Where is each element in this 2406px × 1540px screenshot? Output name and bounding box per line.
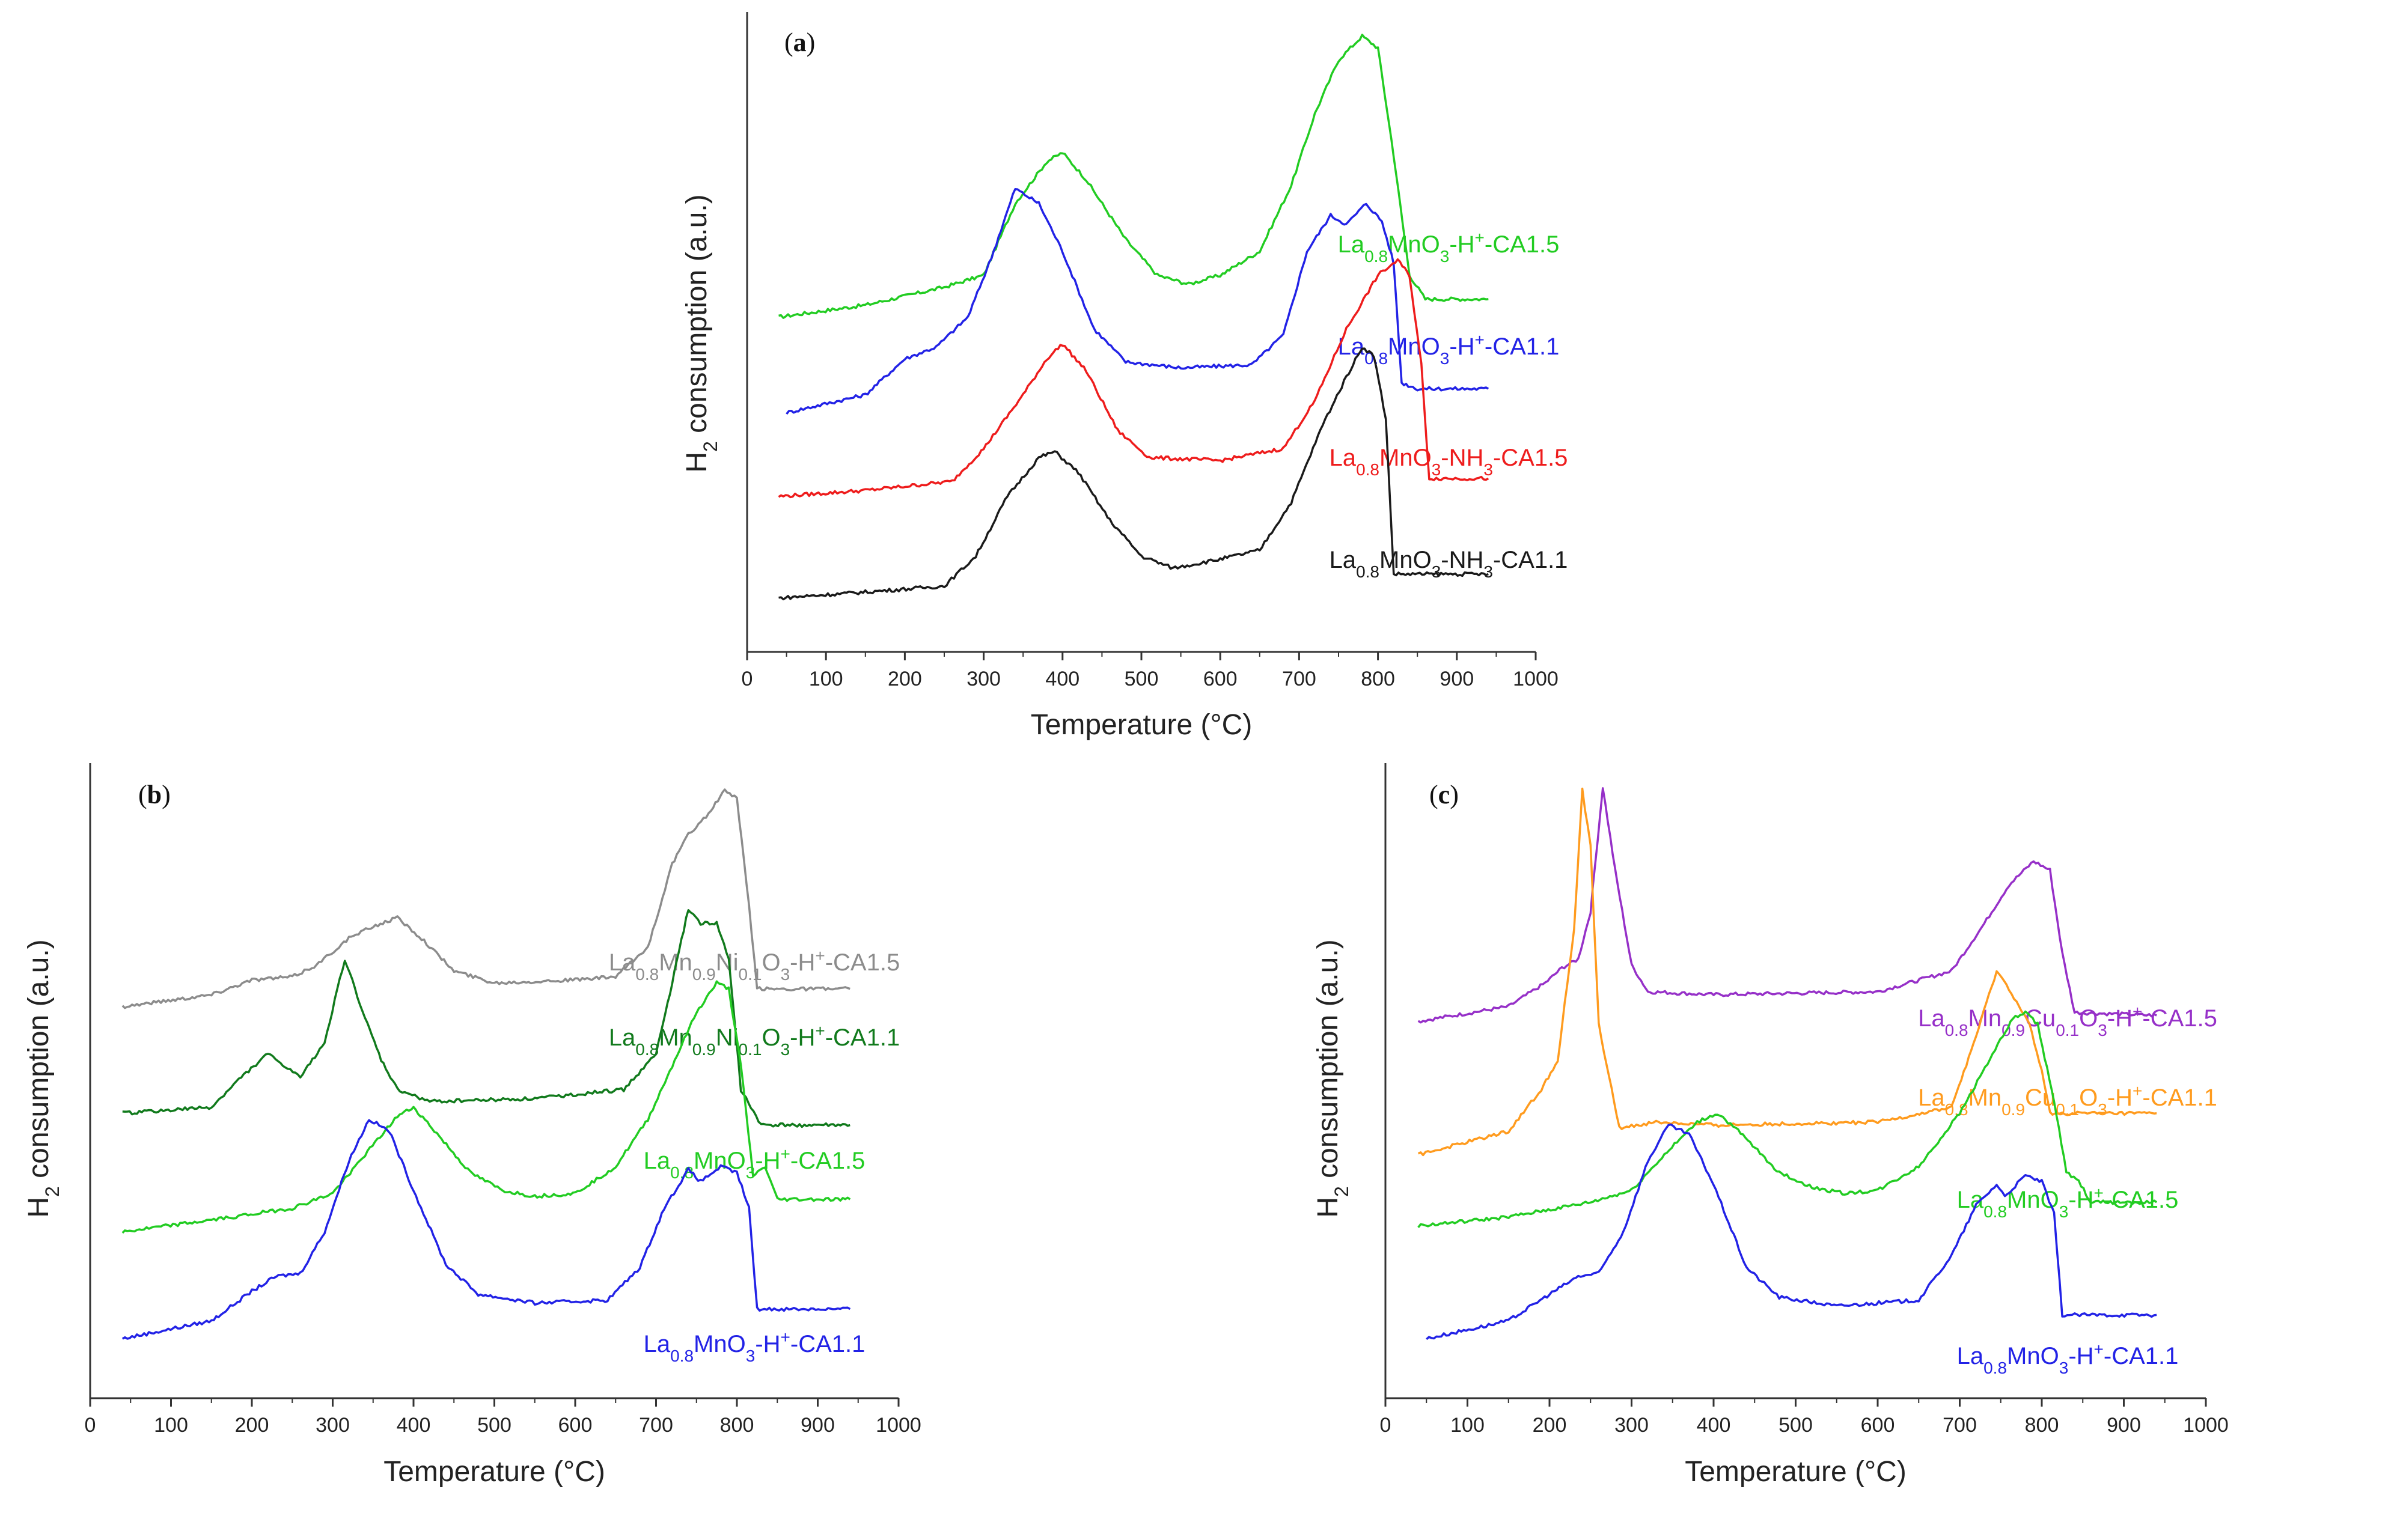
x-tick-label: 400 — [397, 1414, 431, 1437]
series-line-la0-8mno3-nh3-ca1-1 — [778, 347, 1489, 601]
x-tick-label: 300 — [1614, 1414, 1649, 1437]
x-tick-label: 300 — [316, 1414, 350, 1437]
panel-c: 0 100 200 300 400 500 600 700 800 900 1000 Temperat… — [1312, 763, 2229, 1488]
panel-b: 0 100 200 300 400 500 600 700 800 900 1000 Temperat… — [23, 763, 921, 1488]
legend-label: La0.8MnO3-H+-CA1.5 — [644, 1145, 866, 1182]
x-tick-label: 500 — [1779, 1414, 1813, 1437]
panel-a: 0 100 200 300 400 500 600 700 800 900 1000 Temperat… — [681, 12, 1568, 741]
x-tick-label: 0 — [742, 668, 753, 690]
series-line-la0-8mno3-h-ca1-1 — [786, 187, 1489, 415]
y-axis-title: H2 consumption (a.u.) — [23, 939, 63, 1217]
panel-label: (c) — [1429, 780, 1459, 809]
x-axis-title: Temperature (°C) — [383, 1456, 605, 1488]
x-tick-label: 0 — [85, 1414, 96, 1437]
series-line-la0-8mno3-h-ca1-5 — [1417, 1010, 2158, 1228]
x-tick-label: 600 — [1861, 1414, 1895, 1437]
x-tick-label: 800 — [1361, 668, 1395, 690]
legend-label: La0.8MnO3-H+-CA1.5 — [1338, 228, 1560, 266]
x-tick-label: 500 — [1125, 668, 1159, 690]
x-tick-label: 700 — [1282, 668, 1316, 690]
series-line-la0-8mn0-9ni0-1o3-h-ca1-1 — [122, 909, 850, 1128]
x-tick-label: 100 — [154, 1414, 188, 1437]
x-tick-label: 900 — [2107, 1414, 2141, 1437]
x-axis-title: Temperature (°C) — [1685, 1456, 1907, 1488]
legend-label: La0.8MnO3-H+-CA1.1 — [1338, 330, 1560, 368]
x-tick-label: 200 — [888, 668, 922, 690]
x-tick-label: 200 — [235, 1414, 269, 1437]
series-line-la0-8mn0-9ni0-1o3-h-ca1-5 — [121, 788, 850, 1009]
legend-label: La0.8MnO3-NH3-CA1.5 — [1330, 445, 1568, 479]
x-tick-label: 600 — [1203, 668, 1238, 690]
x-tick-label: 1000 — [1513, 668, 1559, 690]
legend-label: La0.8Mn0.9Cu0.1O3-H+-CA1.1 — [1918, 1082, 2217, 1119]
x-tick-label: 700 — [639, 1414, 673, 1437]
x-tick-label: 100 — [1450, 1414, 1485, 1437]
series-line-la0-8mn0-9cu0-1o3-h-ca1-1 — [1417, 787, 2157, 1157]
legend-label: La0.8MnO3-H+-CA1.1 — [1957, 1340, 2179, 1377]
x-tick-label: 800 — [720, 1414, 754, 1437]
x-axis-title: Temperature (°C) — [1031, 709, 1253, 741]
panel-label: (a) — [784, 28, 815, 57]
x-tick-label: 400 — [1045, 668, 1079, 690]
x-tick-label: 0 — [1380, 1414, 1391, 1437]
x-tick-label: 400 — [1697, 1414, 1731, 1437]
y-axis-title: H2 consumption (a.u.) — [681, 194, 721, 472]
x-tick-label: 200 — [1533, 1414, 1567, 1437]
series-line-la0-8mn0-9cu0-1o3-h-ca1-5 — [1417, 787, 2157, 1024]
series-line-la0-8mno3-h-ca1-5 — [121, 980, 851, 1234]
series-line-la0-8mno3-nh3-ca1-5 — [778, 258, 1489, 499]
x-tick-label: 300 — [966, 668, 1001, 690]
series-line-la0-8mno3-h-ca1-5 — [778, 34, 1489, 319]
legend-label: La0.8Mn0.9Ni0.1O3-H+-CA1.5 — [609, 946, 900, 984]
legend-label: La0.8Mn0.9Cu0.1O3-H+-CA1.5 — [1918, 1002, 2217, 1039]
legend-label: La0.8Mn0.9Ni0.1O3-H+-CA1.1 — [609, 1021, 900, 1059]
x-tick-label: 1000 — [2183, 1414, 2229, 1437]
x-tick-label: 900 — [1440, 668, 1474, 690]
x-tick-label: 1000 — [876, 1414, 921, 1437]
x-tick-label: 700 — [1943, 1414, 1977, 1437]
x-tick-label: 800 — [2025, 1414, 2059, 1437]
x-tick-label: 900 — [801, 1414, 835, 1437]
legend-label: La0.8MnO3-H+-CA1.5 — [1957, 1184, 2179, 1221]
x-tick-label: 100 — [809, 668, 843, 690]
legend-label: La0.8MnO3-H+-CA1.1 — [644, 1328, 866, 1365]
x-tick-label: 500 — [477, 1414, 511, 1437]
x-tick-label: 600 — [558, 1414, 593, 1437]
series-line-la0-8mno3-h-ca1-1 — [1426, 1123, 2157, 1341]
series-line-la0-8mno3-h-ca1-1 — [121, 1119, 851, 1340]
y-axis-title: H2 consumption (a.u.) — [1312, 939, 1352, 1217]
legend-label: La0.8MnO3-NH3-CA1.1 — [1330, 547, 1568, 581]
panel-label: (b) — [138, 780, 171, 809]
